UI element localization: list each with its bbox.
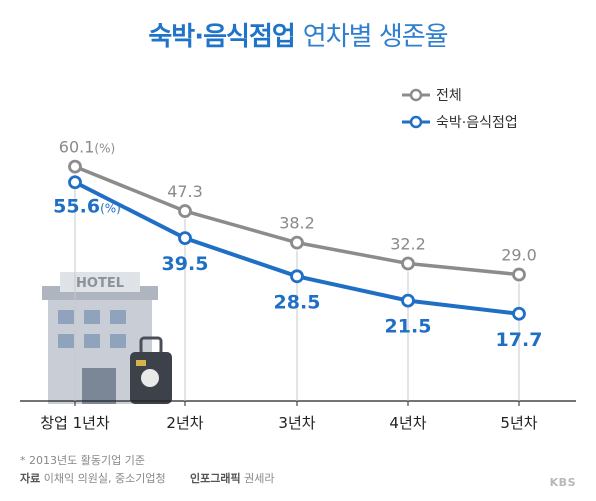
credit-label: 인포그래픽: [190, 472, 241, 485]
point-lodging: [512, 306, 526, 321]
x-tick-label: 2년차: [166, 414, 203, 432]
point-overall: [401, 256, 415, 271]
legend: 전체 숙박·음식점업: [402, 88, 518, 131]
chart-title: 숙박·음식점업 연차별 생존율: [0, 16, 596, 53]
data-label-overall: 38.2: [279, 214, 315, 233]
data-label-overall: 47.3: [167, 182, 203, 201]
point-lodging: [178, 231, 192, 246]
point-lodging: [68, 175, 82, 190]
x-tick-label: 4년차: [389, 414, 426, 432]
source-line: 자료 이채익 의원실, 중소기업청 인포그래픽 권세라: [20, 470, 275, 486]
data-label-overall: 32.2: [390, 234, 426, 253]
footnote: * 2013년도 활동기업 기준: [20, 454, 145, 467]
data-label-lodging: 39.5: [162, 253, 209, 275]
point-overall: [512, 267, 526, 282]
legend-marker-overall: [409, 88, 423, 102]
data-label-lodging: 21.5: [385, 316, 432, 338]
title-main: 숙박·음식점업: [148, 22, 295, 52]
unit-label: (%): [94, 142, 115, 156]
legend-label-overall: 전체: [436, 88, 462, 104]
point-lodging: [290, 269, 304, 284]
x-tick-label: 창업 1년차: [40, 414, 110, 432]
data-label-overall: 60.1(%): [59, 138, 115, 157]
data-label-overall: 29.0: [501, 246, 537, 265]
x-tick-label: 3년차: [278, 414, 315, 432]
point-lodging: [401, 293, 415, 308]
point-overall: [290, 235, 304, 250]
data-label-lodging: 55.6(%): [53, 195, 121, 217]
source-label: 자료: [20, 472, 41, 485]
source-text: 이채익 의원실, 중소기업청: [43, 472, 166, 485]
suitcase-icon: [130, 336, 172, 404]
legend-label-lodging: 숙박·음식점업: [436, 115, 518, 131]
title-rest: 연차별 생존율: [302, 22, 449, 52]
data-label-lodging: 17.7: [496, 329, 543, 351]
data-label-lodging: 28.5: [274, 291, 321, 313]
legend-marker-lodging: [409, 115, 423, 129]
unit-label: (%): [100, 201, 121, 215]
kbs-logo: KBS: [549, 476, 576, 489]
hotel-sign: HOTEL: [76, 276, 124, 291]
point-overall: [68, 159, 82, 174]
point-overall: [178, 204, 192, 218]
x-tick-label: 5년차: [500, 414, 537, 432]
credit-name: 권세라: [244, 472, 275, 485]
